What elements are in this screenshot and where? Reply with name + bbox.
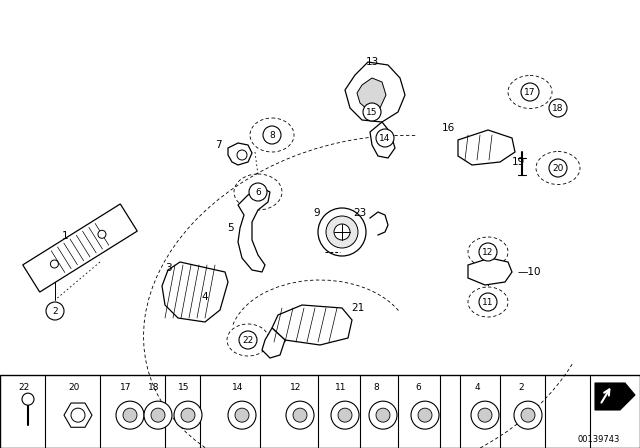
- Text: 21: 21: [351, 303, 365, 313]
- Text: 6: 6: [255, 188, 261, 197]
- Text: 2: 2: [518, 383, 524, 392]
- Text: 11: 11: [335, 383, 346, 392]
- Circle shape: [237, 150, 247, 160]
- Polygon shape: [370, 122, 395, 158]
- Circle shape: [46, 302, 64, 320]
- Text: 14: 14: [232, 383, 243, 392]
- Circle shape: [144, 401, 172, 429]
- Circle shape: [123, 408, 137, 422]
- Text: 8: 8: [373, 383, 379, 392]
- Text: 23: 23: [353, 208, 367, 218]
- Circle shape: [514, 401, 542, 429]
- Circle shape: [478, 408, 492, 422]
- Circle shape: [479, 293, 497, 311]
- Text: 20: 20: [552, 164, 564, 172]
- Circle shape: [71, 408, 85, 422]
- Circle shape: [263, 126, 281, 144]
- Circle shape: [479, 243, 497, 261]
- Text: 12: 12: [290, 383, 301, 392]
- Text: 11: 11: [483, 297, 493, 306]
- Polygon shape: [272, 305, 352, 345]
- Text: 22: 22: [243, 336, 253, 345]
- Circle shape: [98, 230, 106, 238]
- Polygon shape: [64, 403, 92, 427]
- Circle shape: [376, 408, 390, 422]
- Polygon shape: [458, 130, 515, 165]
- Text: 16: 16: [442, 123, 454, 133]
- Text: 13: 13: [365, 57, 379, 67]
- Circle shape: [418, 408, 432, 422]
- Circle shape: [151, 408, 165, 422]
- Circle shape: [174, 401, 202, 429]
- Circle shape: [411, 401, 439, 429]
- Polygon shape: [468, 258, 512, 285]
- Circle shape: [326, 216, 358, 248]
- Text: 2: 2: [52, 306, 58, 315]
- Polygon shape: [23, 204, 137, 292]
- Circle shape: [338, 408, 352, 422]
- Circle shape: [521, 408, 535, 422]
- Circle shape: [334, 224, 350, 240]
- Circle shape: [22, 393, 34, 405]
- Text: 17: 17: [120, 383, 131, 392]
- Circle shape: [471, 401, 499, 429]
- Circle shape: [318, 208, 366, 256]
- Polygon shape: [262, 328, 285, 358]
- Text: —10: —10: [518, 267, 541, 277]
- Text: 00139743: 00139743: [578, 435, 620, 444]
- Polygon shape: [595, 383, 635, 410]
- Text: 9: 9: [314, 208, 320, 218]
- Text: 18: 18: [552, 103, 564, 112]
- Circle shape: [181, 408, 195, 422]
- Text: 22: 22: [18, 383, 29, 392]
- Circle shape: [286, 401, 314, 429]
- Text: 4: 4: [475, 383, 481, 392]
- Circle shape: [228, 401, 256, 429]
- Circle shape: [51, 260, 58, 268]
- Text: 18: 18: [148, 383, 159, 392]
- Circle shape: [293, 408, 307, 422]
- Text: 14: 14: [380, 134, 390, 142]
- Circle shape: [331, 401, 359, 429]
- Text: 20: 20: [68, 383, 79, 392]
- Polygon shape: [238, 188, 270, 272]
- Polygon shape: [357, 78, 386, 110]
- Circle shape: [235, 408, 249, 422]
- Polygon shape: [345, 62, 405, 122]
- Text: 4: 4: [202, 292, 208, 302]
- Circle shape: [549, 159, 567, 177]
- Text: 6: 6: [415, 383, 420, 392]
- Circle shape: [549, 99, 567, 117]
- Circle shape: [369, 401, 397, 429]
- Circle shape: [239, 331, 257, 349]
- Polygon shape: [228, 143, 252, 165]
- Text: 17: 17: [524, 87, 536, 96]
- Text: 3: 3: [164, 263, 172, 273]
- Circle shape: [116, 401, 144, 429]
- Text: 1: 1: [61, 231, 68, 241]
- Text: 19: 19: [511, 157, 525, 167]
- Circle shape: [521, 83, 539, 101]
- Text: 15: 15: [366, 108, 378, 116]
- Circle shape: [376, 129, 394, 147]
- Circle shape: [249, 183, 267, 201]
- Text: 5: 5: [227, 223, 234, 233]
- Circle shape: [363, 103, 381, 121]
- Text: 8: 8: [269, 130, 275, 139]
- Text: 7: 7: [214, 140, 221, 150]
- Text: 15: 15: [178, 383, 189, 392]
- Text: 12: 12: [483, 247, 493, 257]
- Polygon shape: [162, 262, 228, 322]
- Bar: [0, 375, 640, 448]
